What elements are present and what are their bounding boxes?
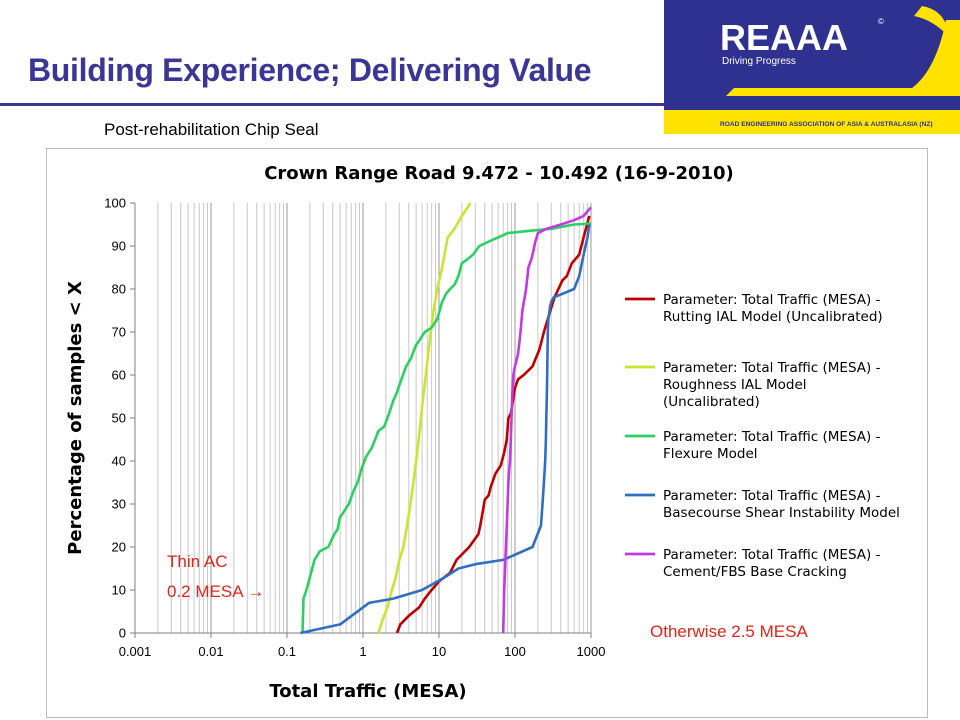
logo-yellow-swoosh — [726, 20, 960, 96]
y-tick-label: 0 — [119, 626, 126, 641]
legend-label: (Uncalibrated) — [663, 394, 760, 410]
annotation-otherwise: Otherwise 2.5 MESA — [650, 622, 808, 641]
annotation-thin-ac: 0.2 MESA → — [167, 582, 264, 601]
legend-label: Parameter: Total Traffic (MESA) - — [663, 292, 881, 308]
x-tick-label: 0.1 — [278, 644, 296, 659]
y-axis-title: Percentage of samples < X — [65, 281, 86, 555]
y-tick-label: 40 — [112, 454, 126, 469]
legend-label: Cement/FBS Base Cracking — [663, 564, 847, 580]
x-tick-label: 1 — [359, 644, 366, 659]
y-tick-label: 70 — [112, 325, 126, 340]
legend-label: Flexure Model — [663, 446, 758, 462]
legend-label: Roughness IAL Model — [663, 377, 807, 393]
legend-label: Parameter: Total Traffic (MESA) - — [663, 360, 881, 376]
traffic-distribution-chart: Crown Range Road 9.472 - 10.492 (16-9-20… — [65, 163, 900, 702]
y-tick-label: 80 — [112, 282, 126, 297]
x-tick-label: 100 — [504, 644, 526, 659]
y-tick-label: 20 — [112, 540, 126, 555]
legend-label: Parameter: Total Traffic (MESA) - — [663, 547, 881, 563]
legend-label: Rutting IAL Model (Uncalibrated) — [663, 309, 883, 325]
logo-wordmark: REAAA — [720, 17, 848, 58]
series-line-2 — [377, 202, 472, 634]
chart-frame: Crown Range Road 9.472 - 10.492 (16-9-20… — [46, 148, 928, 718]
y-tick-label: 30 — [112, 497, 126, 512]
logo-yellow-arc — [914, 6, 950, 38]
series-lines — [300, 202, 592, 635]
y-tick-label: 100 — [104, 196, 126, 211]
svg-text:©: © — [878, 17, 884, 26]
x-tick-label: 0.01 — [198, 644, 223, 659]
title-divider — [0, 103, 664, 106]
gridlines — [134, 203, 592, 633]
y-tick-label: 10 — [112, 583, 126, 598]
slide-title: Building Experience; Delivering Value — [28, 52, 592, 88]
x-tick-label: 1000 — [577, 644, 606, 659]
x-axis-title: Total Traffic (MESA) — [269, 681, 466, 702]
annotation-thin-ac: Thin AC — [167, 552, 227, 571]
x-tick-label: 10 — [432, 644, 446, 659]
y-tick-label: 90 — [112, 239, 126, 254]
series-line-3 — [301, 222, 592, 634]
x-tick-label: 0.001 — [119, 644, 152, 659]
legend-label: Basecourse Shear Instability Model — [663, 505, 900, 521]
series-line-4 — [300, 224, 591, 635]
y-tick-label: 50 — [112, 411, 126, 426]
legend: Parameter: Total Traffic (MESA) -Rutting… — [625, 292, 900, 580]
annotations: Thin AC 0.2 MESA → Otherwise 2.5 MESA — [167, 552, 808, 641]
series-line-5 — [501, 206, 592, 634]
reaaa-logo: REAAA © Driving Progress ROAD ENGINEERIN… — [664, 0, 960, 134]
legend-label: Parameter: Total Traffic (MESA) - — [663, 429, 881, 445]
series-line-1 — [395, 215, 591, 634]
logo-yellow-band — [664, 110, 960, 134]
y-tick-label: 60 — [112, 368, 126, 383]
logo-org-name: ROAD ENGINEERING ASSOCIATION OF ASIA & A… — [720, 121, 933, 128]
legend-label: Parameter: Total Traffic (MESA) - — [663, 488, 881, 504]
axes: 0 10 20 30 40 50 60 70 80 90 100 0.001 0.01 0.1 1 10 100… — [104, 196, 605, 660]
slide-subtitle: Post-rehabilitation Chip Seal — [104, 120, 319, 139]
chart-title: Crown Range Road 9.472 - 10.492 (16-9-20… — [264, 163, 734, 184]
logo-tagline: Driving Progress — [722, 56, 796, 67]
